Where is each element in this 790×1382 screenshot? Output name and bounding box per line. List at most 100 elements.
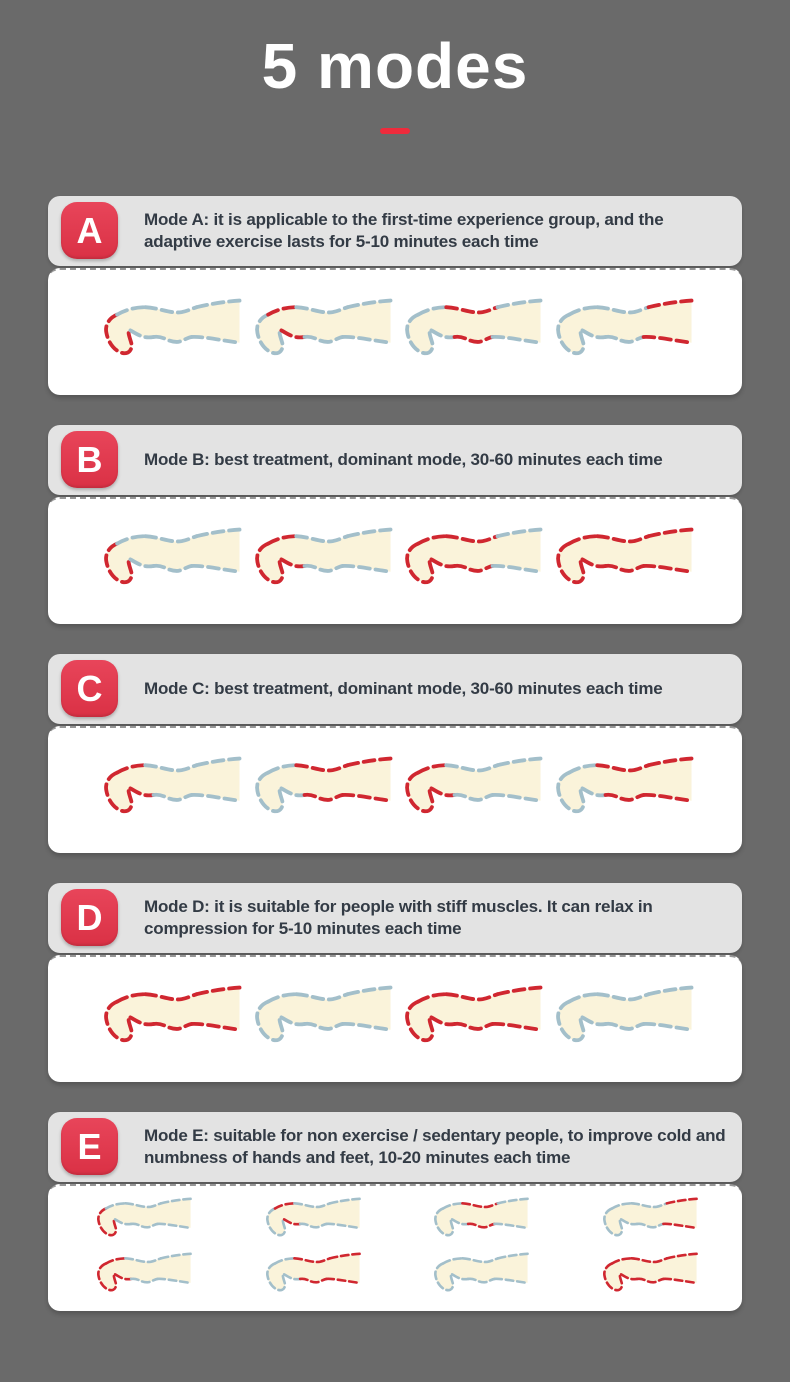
leg-segment-ankle-inflated [416, 992, 449, 1004]
leg-segment-thigh-deflated [641, 1022, 693, 1032]
mode-badge-c: C [61, 660, 118, 718]
leg-segment-calf-deflated [293, 305, 349, 315]
mode-panel [48, 496, 742, 624]
leg-segment-calf-deflated [151, 563, 194, 573]
leg-segment-foot-inflated [602, 1262, 624, 1292]
leg-fill [256, 758, 391, 812]
leg-segment-calf-deflated [298, 1222, 328, 1229]
leg-segment-foot-inflated [104, 541, 134, 585]
leg-segment-ankle-deflated [441, 1257, 465, 1265]
leg-segment-foot-deflated [254, 999, 284, 1043]
leg-segment-thigh-deflated [496, 1252, 530, 1260]
leg-segment-thigh-deflated [496, 1197, 530, 1205]
leg-fill [106, 300, 240, 354]
leg-segment-foot-deflated [555, 999, 585, 1043]
leg-segment-ankle-inflated [278, 557, 306, 569]
leg-segment-thigh-deflated [189, 335, 242, 345]
leg-fill [106, 987, 240, 1041]
mode-header: C Mode C: best treatment, dominant mode,… [48, 653, 742, 724]
leg-segment-foot-inflated [405, 770, 435, 814]
mode-description: Mode C: best treatment, dominant mode, 3… [144, 678, 663, 698]
leg-illustration [405, 298, 543, 356]
leg-segment-foot-deflated [254, 312, 284, 356]
leg-segment-thigh-deflated [194, 298, 242, 310]
leg-segment-thigh-inflated [194, 985, 242, 997]
mode-panel [48, 1183, 742, 1311]
mode-badge-b: B [61, 431, 118, 489]
leg-fill [98, 1198, 191, 1236]
mode-badge-e: E [61, 1118, 118, 1176]
leg-segment-thigh-inflated [495, 985, 543, 997]
leg-fill [266, 1253, 360, 1291]
leg-segment-calf-deflated [292, 1202, 331, 1209]
leg-segment-thigh-deflated [156, 1277, 192, 1285]
leg-segment-foot-inflated [405, 999, 435, 1043]
leg-segment-calf-inflated [151, 1021, 194, 1031]
leg-sequence-row [48, 750, 742, 830]
leg-fill [557, 300, 692, 354]
leg-segment-ankle-inflated [115, 992, 148, 1004]
leg-segment-thigh-inflated [490, 1022, 543, 1032]
title-underline [380, 127, 410, 134]
leg-segment-ankle-inflated [128, 786, 156, 798]
leg-segment-calf-deflated [444, 763, 500, 773]
leg-segment-thigh-deflated [495, 298, 543, 310]
leg-segment-thigh-deflated [490, 793, 543, 803]
leg-segment-ankle-deflated [115, 534, 148, 546]
leg-segment-calf-deflated [461, 1257, 500, 1264]
leg-segment-thigh-deflated [495, 527, 543, 539]
leg-segment-ankle-deflated [441, 1202, 465, 1210]
leg-segment-ankle-inflated [273, 1202, 296, 1210]
leg-segment-calf-inflated [292, 1257, 331, 1264]
leg-illustration [265, 1252, 361, 1292]
leg-segment-calf-inflated [594, 534, 650, 544]
leg-sequence-row [48, 979, 742, 1059]
leg-segment-ankle-inflated [566, 534, 599, 546]
leg-segment-thigh-inflated [641, 793, 693, 803]
leg-sequence-row [48, 1248, 742, 1303]
leg-segment-calf-deflated [467, 1277, 497, 1284]
leg-segment-thigh-deflated [345, 985, 392, 997]
leg-segment-calf-inflated [630, 1257, 669, 1264]
leg-segment-foot-deflated [434, 1262, 455, 1292]
leg-segment-thigh-deflated [159, 1252, 192, 1260]
leg-fill [407, 300, 541, 354]
leg-segment-calf-deflated [603, 334, 645, 344]
page-title: 5 modes [261, 30, 529, 102]
leg-segment-calf-deflated [143, 763, 199, 773]
leg-illustration [434, 1252, 530, 1292]
mode-header: E Mode E: suitable for non exercise / se… [48, 1111, 742, 1182]
leg-segment-calf-inflated [452, 334, 495, 344]
leg-fill [557, 987, 692, 1041]
leg-illustration [555, 985, 693, 1043]
leg-segment-ankle-inflated [429, 557, 457, 569]
infographic-page: 5 modes A Mode A: it is applicable to th… [48, 30, 742, 1311]
leg-segment-foot-inflated [104, 312, 134, 356]
leg-segment-foot-deflated [265, 1262, 286, 1292]
leg-segment-calf-inflated [603, 563, 645, 573]
leg-segment-calf-deflated [124, 1202, 163, 1209]
leg-segment-ankle-inflated [416, 763, 449, 775]
leg-segment-calf-deflated [129, 1277, 159, 1284]
leg-segment-calf-deflated [302, 1021, 344, 1031]
leg-segment-ankle-deflated [566, 992, 599, 1004]
leg-fill [256, 300, 391, 354]
mode-badge-a: A [61, 202, 118, 260]
leg-segment-ankle-deflated [451, 1273, 470, 1281]
leg-fill [604, 1253, 697, 1291]
leg-segment-ankle-deflated [115, 305, 148, 317]
leg-segment-foot-deflated [405, 312, 435, 356]
leg-segment-ankle-deflated [265, 763, 298, 775]
leg-segment-thigh-deflated [490, 335, 543, 345]
leg-segment-calf-deflated [151, 334, 194, 344]
leg-segment-calf-inflated [444, 305, 500, 315]
leg-segment-ankle-deflated [610, 1202, 633, 1210]
leg-illustration [265, 1197, 361, 1237]
leg-segment-calf-deflated [635, 1222, 665, 1229]
leg-segment-thigh-deflated [493, 1277, 530, 1285]
mode-section-d: D Mode D: it is suitable for people with… [48, 882, 742, 1082]
leg-segment-calf-inflated [293, 763, 349, 773]
leg-segment-calf-inflated [302, 792, 344, 802]
leg-segment-ankle-deflated [273, 1257, 296, 1265]
leg-segment-ankle-inflated [429, 786, 457, 798]
